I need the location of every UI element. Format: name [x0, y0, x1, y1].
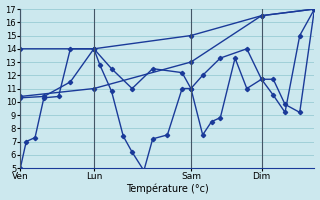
X-axis label: Température (°c): Température (°c): [126, 184, 209, 194]
